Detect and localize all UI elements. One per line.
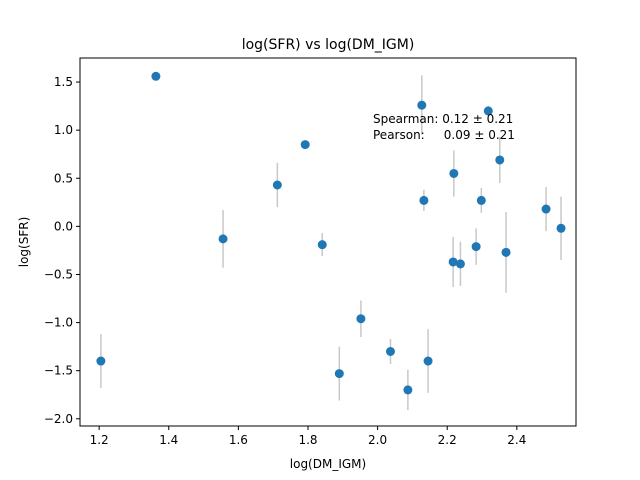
data-point <box>476 195 486 205</box>
data-point <box>448 257 458 267</box>
data-point <box>356 314 366 324</box>
data-point <box>455 259 465 269</box>
x-tick-label: 2.2 <box>438 433 457 447</box>
x-tick-label: 1.2 <box>90 433 109 447</box>
data-point <box>385 346 395 356</box>
data-point <box>272 180 282 190</box>
y-tick-label: −2.0 <box>44 412 73 426</box>
data-point <box>471 242 481 252</box>
y-tick-label: 0.5 <box>54 171 73 185</box>
data-point <box>556 223 566 233</box>
data-point <box>151 71 161 81</box>
y-tick-label: 1.5 <box>54 75 73 89</box>
data-point <box>501 247 511 257</box>
y-tick-label: −1.0 <box>44 316 73 330</box>
data-point <box>218 234 228 244</box>
data-point <box>300 140 310 150</box>
data-point <box>334 369 344 379</box>
data-point <box>449 168 459 178</box>
y-axis-label: log(SFR) <box>17 217 31 268</box>
x-tick-label: 1.6 <box>229 433 248 447</box>
y-axis-ticks: −2.0 −1.5 −1.0 −0.5 0.0 0.5 1.0 1.5 <box>44 75 80 426</box>
data-point <box>317 240 327 250</box>
data-point <box>495 155 505 165</box>
x-tick-label: 2.4 <box>507 433 526 447</box>
data-point <box>403 385 413 395</box>
x-tick-label: 2.0 <box>368 433 387 447</box>
point-group <box>96 71 566 395</box>
spearman-annotation: Spearman: 0.12 ± 0.21 <box>373 112 513 126</box>
x-tick-label: 1.8 <box>298 433 317 447</box>
x-axis-ticks: 1.2 1.4 1.6 1.8 2.0 2.2 2.4 <box>90 426 526 447</box>
y-tick-label: 1.0 <box>54 123 73 137</box>
data-point <box>541 204 551 214</box>
y-tick-label: −1.5 <box>44 364 73 378</box>
data-point <box>483 106 493 116</box>
plot-frame <box>79 57 577 427</box>
data-point <box>419 195 429 205</box>
chart-title: log(SFR) vs log(DM_IGM) <box>242 37 415 53</box>
data-point <box>423 356 433 366</box>
data-point <box>417 100 427 110</box>
y-tick-label: 0.0 <box>54 219 73 233</box>
x-axis-label: log(DM_IGM) <box>290 457 366 471</box>
y-tick-label: −0.5 <box>44 267 73 281</box>
x-tick-label: 1.4 <box>159 433 178 447</box>
data-point <box>96 356 106 366</box>
pearson-annotation: Pearson: 0.09 ± 0.21 <box>373 128 515 142</box>
